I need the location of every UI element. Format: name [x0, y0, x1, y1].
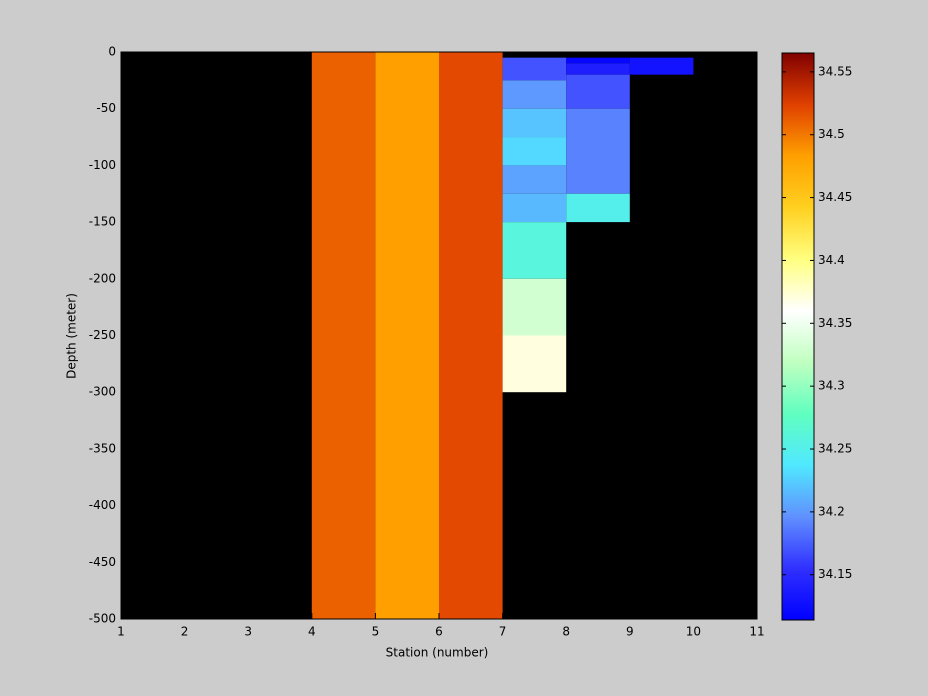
x-tick-label: 11 — [749, 625, 764, 639]
x-tick-label: 1 — [117, 625, 125, 639]
x-tick-label: 5 — [372, 625, 380, 639]
heat-cell — [502, 57, 567, 81]
colorbar-tick-label: 34.35 — [818, 316, 852, 330]
x-tick-label: 2 — [181, 625, 189, 639]
x-tick-label: 10 — [686, 625, 701, 639]
colorbar-tick-label: 34.15 — [818, 567, 852, 581]
heat-cell — [566, 63, 630, 75]
x-tick-label: 4 — [308, 625, 316, 639]
heat-cell — [502, 165, 567, 194]
x-tick-label: 3 — [244, 625, 252, 639]
heat-cell — [311, 52, 376, 619]
y-tick-label: -350 — [89, 441, 116, 455]
heat-cell — [502, 335, 567, 393]
y-tick-label: -200 — [89, 271, 116, 285]
y-axis-label: Depth (meter) — [65, 293, 79, 379]
y-tick-label: 0 — [108, 45, 116, 59]
y-tick-label: -100 — [89, 158, 116, 172]
y-tick-label: -400 — [89, 498, 116, 512]
colorbar-tick-label: 34.55 — [818, 64, 852, 78]
colorbar-tick-label: 34.3 — [818, 379, 845, 393]
y-tick-label: -300 — [89, 385, 116, 399]
heat-cell — [439, 52, 503, 619]
x-tick-label: 6 — [435, 625, 443, 639]
plot-frame — [120, 51, 758, 620]
heat-cell — [566, 74, 630, 109]
colorbar-tick-label: 34.25 — [818, 442, 852, 456]
heat-cell — [502, 193, 567, 223]
heat-cell — [629, 57, 694, 75]
x-tick-label: 8 — [562, 625, 570, 639]
x-tick-label: 7 — [499, 625, 507, 639]
colorbar-tick-label: 34.45 — [818, 190, 852, 204]
heat-cell — [502, 108, 567, 138]
colorbar-tick-label: 34.4 — [818, 253, 845, 267]
heat-cell — [566, 108, 630, 194]
heat-cell — [502, 278, 567, 336]
heat-cell — [566, 193, 630, 223]
y-tick-label: -450 — [89, 555, 116, 569]
y-tick-label: -150 — [89, 215, 116, 229]
heat-cell — [375, 52, 439, 619]
heat-cell — [566, 57, 630, 64]
x-tick-label: 9 — [626, 625, 634, 639]
colorbar — [781, 52, 815, 621]
heat-cell — [502, 80, 567, 109]
x-axis-label: Station (number) — [386, 646, 489, 660]
y-tick-label: -50 — [96, 101, 116, 115]
colorbar-tick-label: 34.5 — [818, 127, 845, 141]
heat-cell — [502, 222, 567, 279]
colorbar-tick-label: 34.2 — [818, 504, 845, 518]
heat-cell — [502, 137, 567, 166]
y-tick-label: -250 — [89, 328, 116, 342]
y-tick-label: -500 — [89, 612, 116, 626]
